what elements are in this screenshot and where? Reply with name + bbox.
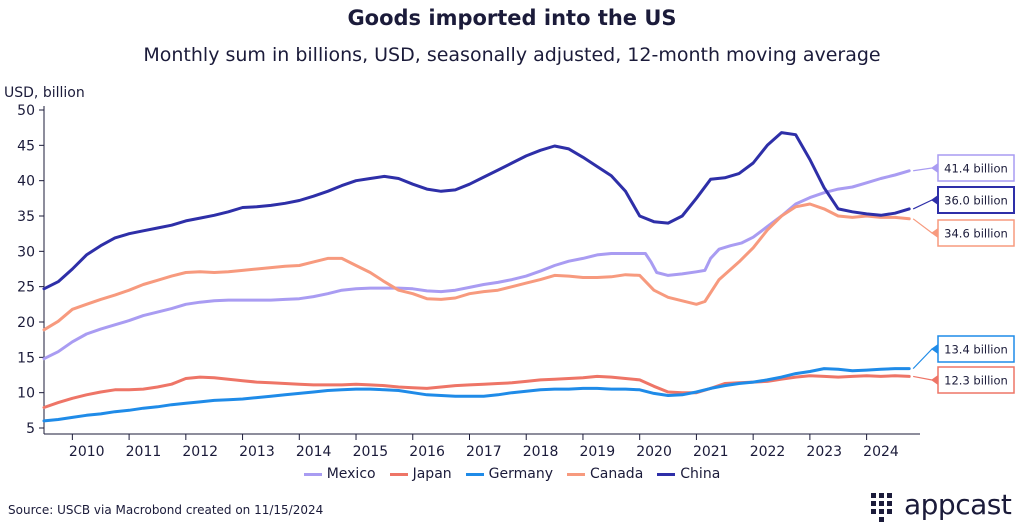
legend-label: Canada <box>590 466 644 482</box>
legend-swatch <box>465 472 484 476</box>
series-line-mexico <box>42 169 911 361</box>
series-lines <box>42 131 911 423</box>
x-tick-label: 2011 <box>126 444 162 460</box>
series-line-japan <box>42 374 911 409</box>
y-tick-label: 25 <box>17 280 35 296</box>
y-tick-label: 35 <box>17 209 35 225</box>
end-value-label: 41.4 billion <box>944 162 1008 176</box>
callout-leader <box>912 199 933 210</box>
x-tick-label: 2010 <box>69 444 105 460</box>
series-line-canada <box>42 202 911 332</box>
callout-box-germany <box>937 335 1015 363</box>
callout-box-canada <box>937 219 1015 247</box>
y-tick-label: 15 <box>17 350 35 366</box>
callout-pointer <box>931 344 938 354</box>
callout-leader <box>912 218 933 234</box>
x-tick-label: 2021 <box>693 444 729 460</box>
end-value-label: 36.0 billion <box>944 194 1008 208</box>
y-axis-label: USD, billion <box>4 85 85 101</box>
legend-label: China <box>680 466 721 482</box>
legend-label: Germany <box>488 466 553 482</box>
x-tick-label: 2013 <box>239 444 275 460</box>
callout-box-china <box>937 186 1015 214</box>
callout-box-japan <box>937 366 1015 394</box>
chart-subtitle: Monthly sum in billions, USD, seasonally… <box>143 44 881 66</box>
legend-item-china: China <box>657 466 720 482</box>
callout-box-mexico <box>937 154 1015 182</box>
callout-pointer <box>931 195 938 205</box>
y-tick-label: 40 <box>17 174 35 190</box>
legend: Mexico Japan Germany Canada China <box>0 466 1024 482</box>
callout-leader <box>913 167 933 172</box>
legend-swatch <box>303 472 322 476</box>
x-tick-label: 2012 <box>182 444 218 460</box>
y-tick-label: 5 <box>26 421 35 437</box>
legend-item-mexico: Mexico <box>303 466 376 482</box>
x-tick-label: 2016 <box>409 444 445 460</box>
legend-item-canada: Canada <box>567 466 643 482</box>
y-tick-label: 50 <box>17 103 35 119</box>
source-note: Source: USCB via Macrobond created on 11… <box>8 503 324 517</box>
x-tick-label: 2018 <box>523 444 559 460</box>
logo-text: appcast <box>904 488 1012 521</box>
x-tick-label: 2017 <box>466 444 502 460</box>
legend-swatch <box>567 472 585 476</box>
series-line-germany <box>42 367 911 423</box>
y-tick-label: 30 <box>17 244 35 260</box>
x-tick-label: 2023 <box>806 444 842 460</box>
legend-label: Mexico <box>326 466 376 482</box>
x-tick-label: 2014 <box>296 444 332 460</box>
x-tick-label: 2024 <box>863 444 899 460</box>
series-line-china <box>42 131 911 291</box>
end-value-label: 34.6 billion <box>944 227 1008 241</box>
callout-leader <box>913 375 933 381</box>
callout-leader <box>912 348 933 370</box>
x-tick-label: 2015 <box>353 444 389 460</box>
legend-swatch <box>657 472 676 476</box>
axes: 5 10 15 20 25 30 35 40 45 50 2010 2011 2012 2013 2014 2… <box>17 103 920 460</box>
end-value-label: 13.4 billion <box>944 343 1008 357</box>
chart-title: Goods imported into the US <box>347 6 677 30</box>
callout-pointer <box>931 163 938 173</box>
x-tick-label: 2020 <box>636 444 672 460</box>
y-tick-label: 10 <box>17 386 35 402</box>
legend-label: Japan <box>412 466 452 482</box>
legend-item-germany: Germany <box>465 466 553 482</box>
x-tick-label: 2019 <box>579 444 615 460</box>
end-value-label: 12.3 billion <box>944 374 1008 388</box>
y-tick-label: 45 <box>17 138 35 154</box>
callout-pointer <box>931 375 938 385</box>
x-tick-label: 2022 <box>750 444 786 460</box>
logo-mark-icon <box>871 493 892 522</box>
end-labels: 41.4 billion 12.3 billion 13.4 billion 34.6… <box>912 154 1015 394</box>
y-tick-label: 20 <box>17 315 35 331</box>
legend-swatch <box>389 472 408 476</box>
callout-pointer <box>931 228 938 238</box>
legend-item-japan: Japan <box>389 466 452 482</box>
